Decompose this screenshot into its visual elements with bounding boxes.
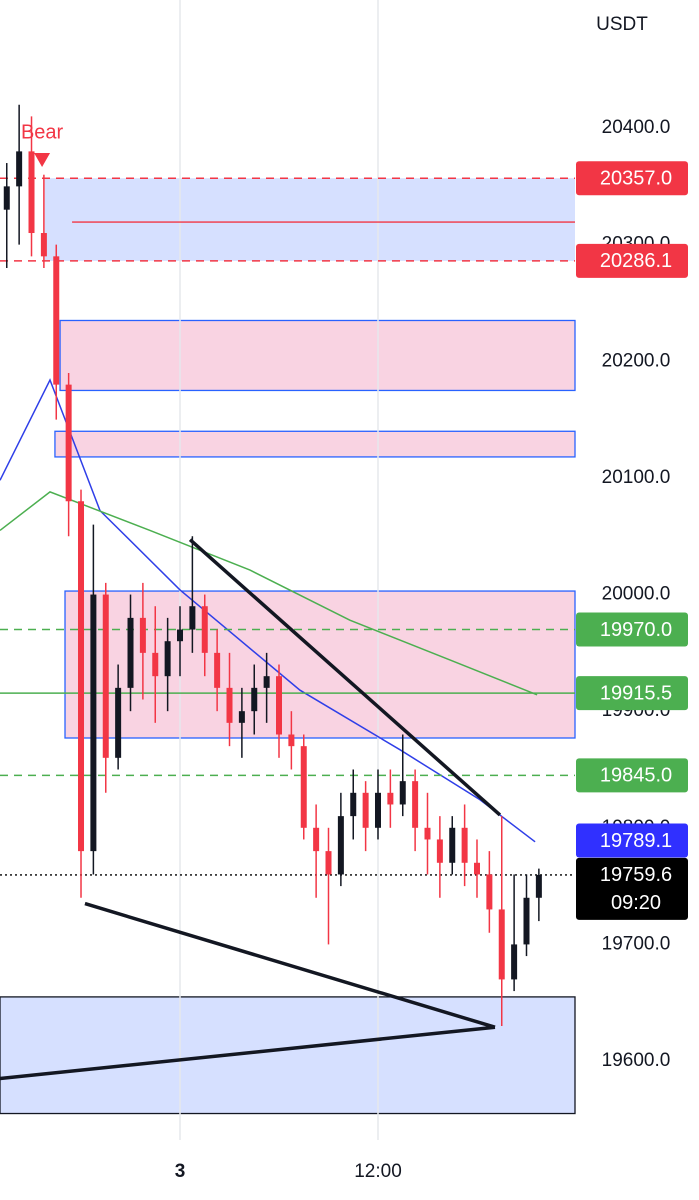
price-label: 19759.6 — [600, 864, 672, 886]
candle-body — [251, 687, 258, 712]
candle-body — [337, 816, 344, 875]
price-label-box — [576, 758, 688, 793]
candle-body — [535, 874, 542, 898]
price-label: 19970.0 — [600, 619, 672, 641]
y-tick-label: 20200.0 — [602, 350, 671, 371]
currency-label: USDT — [596, 14, 648, 35]
price-label: 19845.0 — [600, 765, 672, 787]
candle-body — [424, 827, 431, 840]
candle-body — [498, 909, 505, 980]
candle-body — [362, 792, 369, 828]
price-label-box — [576, 823, 688, 858]
candle-body — [189, 606, 196, 630]
moving-average — [0, 491, 538, 696]
candle-body — [139, 617, 146, 653]
candle-body — [523, 897, 530, 945]
x-tick-label: 3 — [175, 1161, 186, 1182]
price-label-box — [576, 676, 688, 711]
candle-body — [115, 687, 122, 758]
candle-body — [152, 652, 159, 677]
y-tick-label: 20400.0 — [602, 117, 671, 138]
price-label: 20357.0 — [600, 167, 672, 189]
candle-body — [65, 384, 72, 502]
price-label-box — [576, 161, 688, 196]
price-label-box — [576, 612, 688, 647]
zone — [64, 590, 576, 739]
candle-body — [28, 151, 35, 234]
candle-body — [3, 186, 10, 210]
candle-body — [473, 862, 480, 875]
price-label: 20286.1 — [600, 250, 672, 272]
candle-body — [238, 711, 245, 723]
candle-body — [127, 617, 134, 688]
y-tick-label: 19700.0 — [602, 933, 671, 954]
candle-body — [226, 687, 233, 723]
candle-body — [313, 827, 320, 852]
candle-body — [78, 501, 85, 852]
candle-body — [399, 781, 406, 805]
candle-body — [40, 233, 47, 257]
signal-label: Bear — [21, 121, 64, 143]
y-tick-label: 20000.0 — [602, 584, 671, 605]
countdown: 09:20 — [611, 892, 661, 914]
candle-body — [214, 652, 221, 688]
candle-body — [412, 781, 419, 828]
candle-body — [263, 676, 270, 688]
candle-body — [300, 746, 307, 828]
candle-body — [276, 676, 283, 735]
candle-body — [164, 641, 171, 677]
trend-line — [188, 538, 502, 817]
candle-body — [436, 839, 443, 863]
candle-body — [288, 734, 295, 747]
price-label: 19915.5 — [600, 682, 672, 704]
candle-body — [350, 792, 357, 817]
zone — [0, 996, 576, 1115]
price-label: 19789.1 — [600, 830, 672, 852]
signal-marker — [34, 153, 51, 167]
zone — [44, 178, 575, 261]
candle-body — [511, 944, 518, 980]
price-label-box — [576, 243, 688, 278]
candle-body — [387, 792, 394, 805]
price-label-box — [576, 857, 688, 920]
zone — [59, 319, 576, 392]
y-tick-label: 20100.0 — [602, 467, 671, 488]
x-tick-label: 12:00 — [354, 1161, 402, 1182]
trend-line — [0, 1025, 496, 1081]
candle-body — [486, 874, 493, 910]
y-tick-label: 19600.0 — [602, 1050, 671, 1071]
candle-body — [201, 606, 208, 653]
candle-body — [177, 629, 184, 642]
trend-line — [84, 901, 496, 1029]
moving-average — [0, 378, 536, 843]
candle-body — [102, 594, 109, 758]
candle-body — [374, 792, 381, 828]
candle-body — [53, 256, 60, 385]
candle-body — [325, 851, 332, 875]
candle-body — [16, 151, 23, 187]
candle-body — [461, 827, 468, 863]
candle-body — [449, 827, 456, 863]
zone — [54, 430, 576, 458]
candle-body — [90, 594, 97, 852]
